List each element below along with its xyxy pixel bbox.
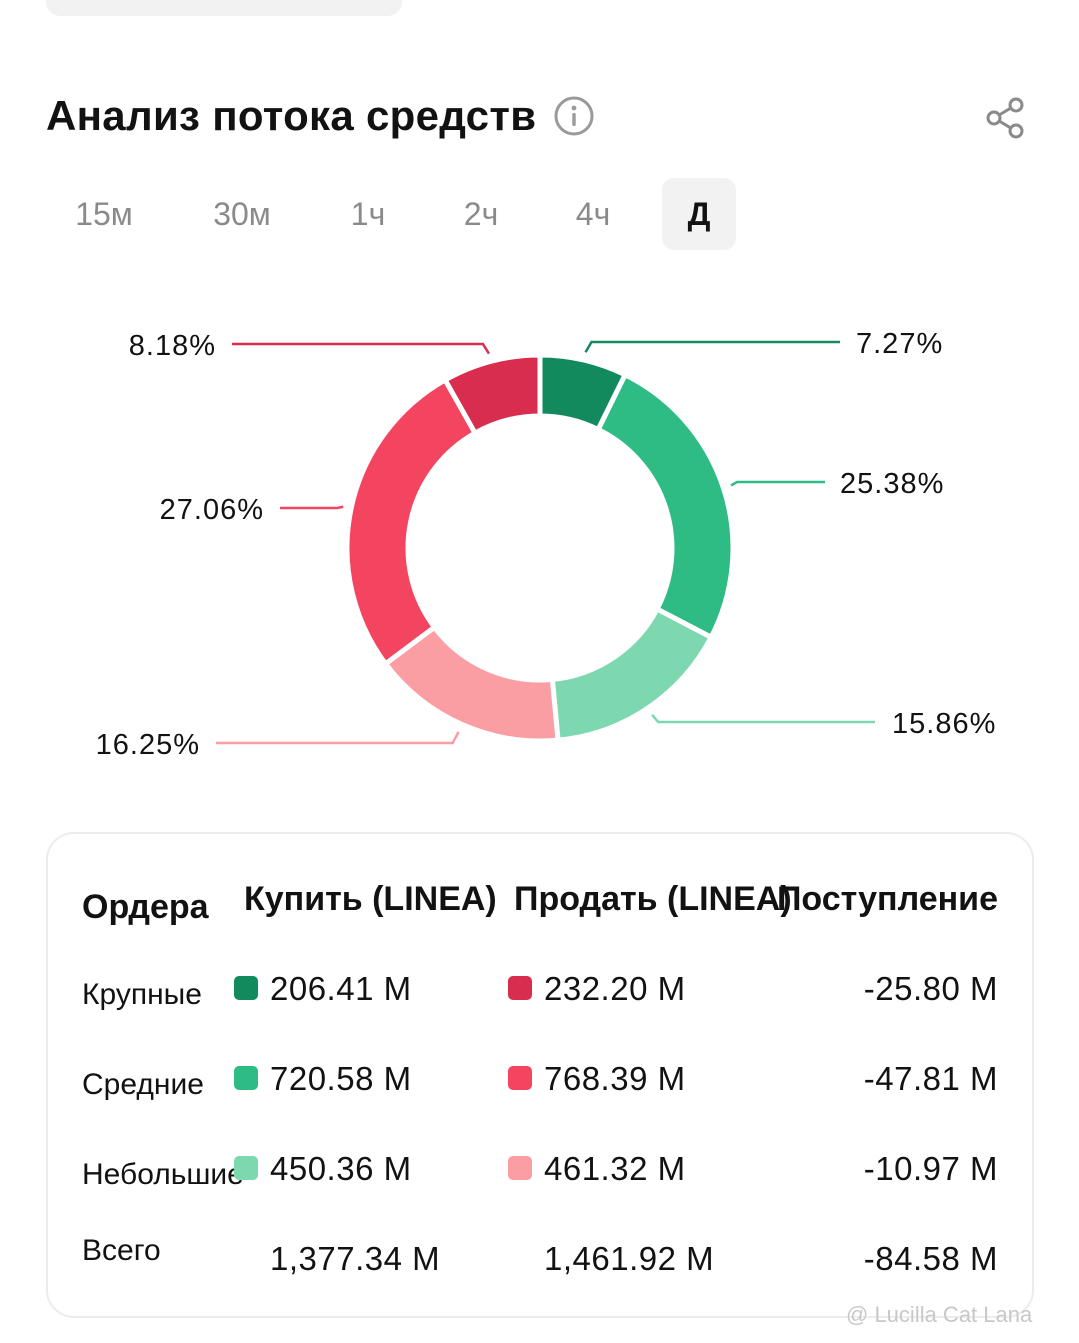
inflow-medium-value: -47.81 M [863,1060,998,1097]
share-icon[interactable] [984,96,1028,140]
page-title: Анализ потока средств [46,92,537,139]
sell-small-value: 461.32 M [544,1150,686,1187]
timeframe-2h[interactable]: 2ч [463,196,499,232]
money-flow-table: Ордера Купить (LINEA) Продать (LINEA) По… [46,832,1034,1318]
inflow-total-value: -84.58 M [863,1240,998,1277]
leader-line-buy-large [584,340,840,353]
sell-small-swatch [508,1156,532,1180]
buy-small-value: 450.36 M [270,1150,412,1187]
leader-line-sell-small [216,731,460,745]
top-tab-bar [0,0,1079,20]
header-orders: Ордера [82,888,209,926]
donut-slice-sell-medium [344,376,479,668]
header-buy: Купить (LINEA) [244,880,497,918]
donut-slice-buy-small [549,605,715,743]
row-label-medium: Средние [82,1068,204,1101]
slice-label-buy-medium: 25.38% [840,468,944,500]
money-flow-donut-chart: 7.27% 25.38% 15.86% 16.25% 27.06% 8.18% [96,328,996,761]
sell-medium-value: 768.39 M [544,1060,686,1097]
leader-line-sell-large [232,342,490,355]
inflow-large-value: -25.80 M [863,970,998,1007]
leader-line-buy-medium [730,480,825,487]
buy-small-swatch [234,1156,258,1180]
sell-large-value: 232.20 M [544,970,686,1007]
top-tab-active[interactable] [46,0,402,16]
buy-large-swatch [234,976,258,1000]
watermark: @ Lucilla Cat Lana [846,1302,1033,1327]
donut-slice-buy-medium [594,371,736,641]
buy-medium-value: 720.58 M [270,1060,412,1097]
header-inflow: Поступление [776,880,998,918]
row-label-total: Всего [82,1234,161,1267]
slice-label-buy-large: 7.27% [856,328,943,360]
slice-label-sell-medium: 27.06% [160,494,264,526]
buy-medium-swatch [234,1066,258,1090]
timeframe-15m[interactable]: 15м [75,196,133,232]
header-sell: Продать (LINEA) [514,880,792,918]
timeframe-30m[interactable]: 30м [213,196,271,232]
info-circle-icon[interactable] [554,96,594,136]
leader-line-buy-small [651,714,875,724]
timeframe-4h[interactable]: 4ч [575,196,611,232]
timeframe-selector: 15м 30м 1ч 2ч 4ч Д [52,178,772,250]
section-header: Анализ потока средств [46,88,594,144]
buy-large-value: 206.41 M [270,970,412,1007]
slice-label-sell-small: 16.25% [96,729,200,761]
row-label-large: Крупные [82,978,202,1011]
sell-large-swatch [508,976,532,1000]
sell-medium-swatch [508,1066,532,1090]
slice-label-sell-large: 8.18% [129,330,216,362]
donut-slice-sell-large [441,352,543,437]
timeframe-day[interactable]: Д [662,178,736,250]
row-label-small: Небольшие [82,1158,244,1191]
buy-total-value: 1,377.34 M [270,1240,441,1277]
slice-label-buy-small: 15.86% [892,708,996,740]
sell-total-value: 1,461.92 M [544,1240,715,1277]
inflow-small-value: -10.97 M [863,1150,998,1187]
timeframe-1h[interactable]: 1ч [350,196,386,232]
leader-line-sell-medium [280,505,344,510]
